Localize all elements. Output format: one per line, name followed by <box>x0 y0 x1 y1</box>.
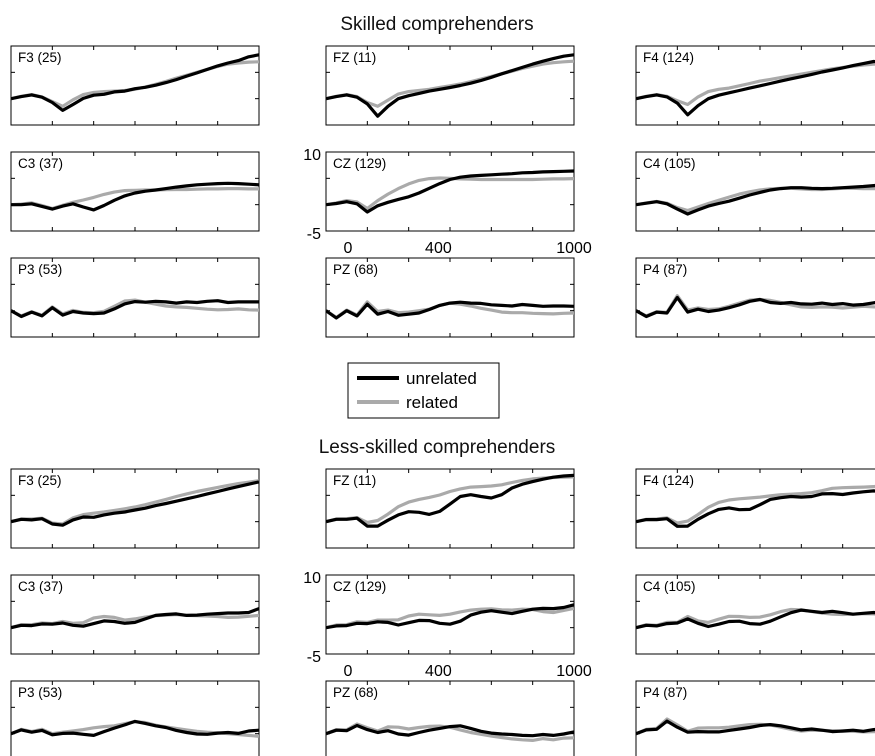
y-tick-label: 10 <box>303 570 321 587</box>
y-tick-label: -5 <box>307 649 321 666</box>
series-line-unrelated <box>636 183 875 216</box>
y-tick-label: 10 <box>303 147 321 164</box>
legend-box <box>347 362 500 419</box>
panel-f4: F4 (124) <box>635 45 875 126</box>
panel-c3: C3 (37) <box>10 574 260 655</box>
panel-label: C4 (105) <box>643 579 696 594</box>
panel-pz: PZ (68) <box>325 257 575 338</box>
panel-label: CZ (129) <box>333 156 386 171</box>
panel-label: F4 (124) <box>643 473 694 488</box>
panel-label: F4 (124) <box>643 50 694 65</box>
panel-frame <box>10 257 260 338</box>
panel-c3: C3 (37) <box>10 151 260 232</box>
panel-cz: CZ (129) <box>325 574 575 655</box>
panel-frame <box>635 680 875 756</box>
panel-p4: P4 (87) <box>635 680 875 756</box>
series-line-unrelated <box>636 608 875 630</box>
series-line-unrelated <box>326 603 574 630</box>
panel-label: PZ (68) <box>333 685 378 700</box>
x-tick-label: 0 <box>344 240 353 257</box>
legend: unrelated related <box>347 362 500 419</box>
x-tick-label: 400 <box>425 240 452 257</box>
series-line-unrelated <box>636 295 875 319</box>
x-tick-label: 0 <box>344 663 353 680</box>
series-line-unrelated <box>326 300 574 320</box>
series-line-unrelated <box>11 719 259 737</box>
panel-p4: P4 (87) <box>635 257 875 338</box>
group-title: Skilled comprehenders <box>340 14 533 35</box>
series-line-unrelated <box>11 299 259 319</box>
panel-label: FZ (11) <box>333 50 376 65</box>
panel-label: P3 (53) <box>18 262 62 277</box>
panel-p3: P3 (53) <box>10 257 260 338</box>
series-line-unrelated <box>636 489 875 528</box>
series-line-unrelated <box>326 53 574 118</box>
panel-label: P3 (53) <box>18 685 62 700</box>
series-line-unrelated <box>11 181 259 212</box>
panel-label: FZ (11) <box>333 473 376 488</box>
panel-f4: F4 (124) <box>635 468 875 549</box>
panel-p3: P3 (53) <box>10 680 260 756</box>
panel-label: F3 (25) <box>18 473 62 488</box>
series-line-related <box>326 475 574 525</box>
panel-cz: CZ (129) <box>325 151 575 232</box>
series-line-unrelated <box>636 59 875 117</box>
series-line-unrelated <box>636 719 875 736</box>
panel-c4: C4 (105) <box>635 151 875 232</box>
panel-frame <box>10 45 260 126</box>
panel-label: CZ (129) <box>333 579 386 594</box>
panel-label: C3 (37) <box>18 156 63 171</box>
series-line-related <box>636 484 875 525</box>
series-line-unrelated <box>11 607 259 630</box>
panel-frame <box>325 151 575 232</box>
panel-frame <box>325 257 575 338</box>
series-line-unrelated <box>326 723 574 738</box>
x-tick-label: 1000 <box>556 663 592 680</box>
chart-group-0: Skilled comprehenders F3 (25) FZ (11) F4 (1… <box>10 14 875 338</box>
panel-label: P4 (87) <box>643 685 687 700</box>
x-tick-label: 400 <box>425 663 452 680</box>
panel-pz: PZ (68) <box>325 680 575 756</box>
series-line-unrelated <box>326 473 574 528</box>
panel-f3: F3 (25) <box>10 468 260 549</box>
panel-label: C3 (37) <box>18 579 63 594</box>
series-line-unrelated <box>11 480 259 527</box>
panel-fz: FZ (11) <box>325 468 575 549</box>
panel-label: F3 (25) <box>18 50 62 65</box>
panel-label: C4 (105) <box>643 156 696 171</box>
legend-label-unrelated: unrelated <box>406 369 477 388</box>
panel-label: P4 (87) <box>643 262 687 277</box>
x-tick-label: 1000 <box>556 240 592 257</box>
legend-label-related: related <box>406 393 458 412</box>
y-tick-label: -5 <box>307 226 321 243</box>
panel-fz: FZ (11) <box>325 45 575 126</box>
group-title: Less-skilled comprehenders <box>319 437 556 458</box>
panel-label: PZ (68) <box>333 262 378 277</box>
panel-f3: F3 (25) <box>10 45 260 126</box>
series-line-unrelated <box>326 169 574 214</box>
panel-frame <box>10 680 260 756</box>
series-line-unrelated <box>11 53 259 112</box>
panel-c4: C4 (105) <box>635 574 875 655</box>
chart-group-1: Less-skilled comprehenders F3 (25) FZ (11)… <box>10 437 875 756</box>
